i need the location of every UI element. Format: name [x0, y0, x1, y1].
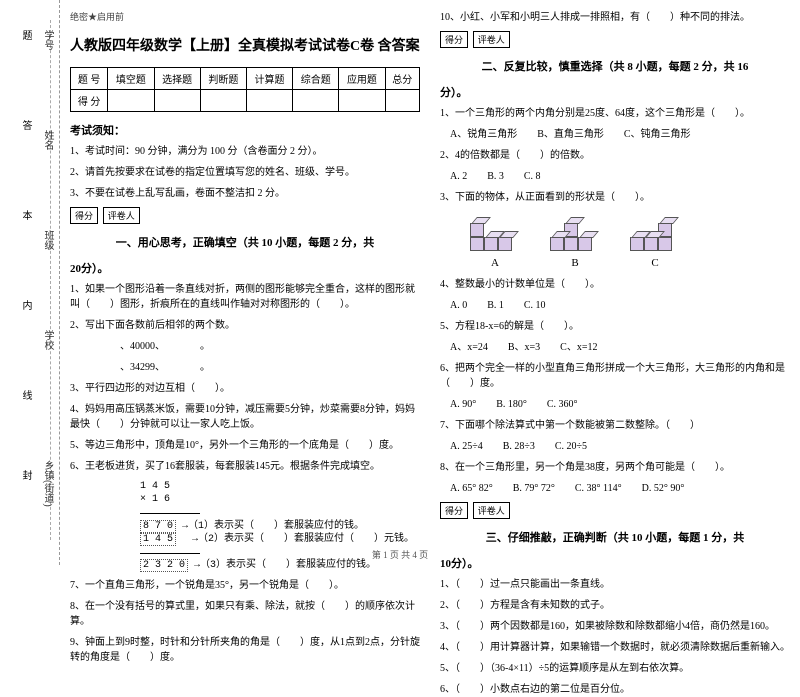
paper-title: 人教版四年级数学【上册】全真模拟考试试卷C卷 含答案 — [70, 35, 420, 55]
q1-4: 4、妈妈用高压锅蒸米饭，需要10分钟，减压需要5分钟，炒菜需要8分钟，妈妈最快（… — [70, 402, 420, 432]
mult-n2: × 1 6 — [140, 493, 420, 506]
mult-p1: 8 7 0 — [140, 520, 176, 533]
q2-4: 4、整数最小的计数单位是（ ）。 — [440, 277, 790, 292]
q2-7o: A. 25÷4 B. 28÷3 C. 20÷5 — [440, 439, 790, 454]
th-choice: 选择题 — [154, 68, 200, 90]
q1-6: 6、王老板进货，买了16套服装，每套服装145元。根据条件完成填空。 — [70, 459, 420, 474]
score-table: 题 号 填空题 选择题 判断题 计算题 综合题 应用题 总分 得 分 — [70, 67, 420, 112]
q2-8: 8、在一个三角形里，另一个角是38度，另两个角可能是（ ）。 — [440, 460, 790, 475]
q3-3: 3、（ ）两个因数都是160，如果被除数和除数都缩小4倍，商仍然是160。 — [440, 619, 790, 634]
q2-3: 3、下面的物体，从正面看到的形状是（ ）。 — [440, 190, 790, 205]
label-C: C — [630, 257, 680, 269]
shape-A: A — [470, 217, 520, 269]
q3-6: 6、（ ）小数点右边的第二位是百分位。 — [440, 682, 790, 697]
q3-4: 4、（ ）用计算器计算，如果输错一个数据时，就必须清除数据后重新输入。 — [440, 640, 790, 655]
q1-9: 9、钟面上到9时整，时针和分针所夹角的角是（ ）度，从1点到2点，分针旋转的角度… — [70, 635, 420, 665]
notice-3: 3、不要在试卷上乱写乱画，卷面不整洁扣 2 分。 — [70, 186, 420, 201]
q2-5o: A、x=24 B、x=3 C、x=12 — [440, 340, 790, 355]
side-label-school: 学校 — [40, 330, 55, 350]
section-1-pts: 20分）。 — [70, 260, 420, 276]
score-box-row-3: 得分 评卷人 — [440, 502, 790, 519]
q3-1: 1、（ ）过一点只能画出一条直线。 — [440, 577, 790, 592]
th-judge: 判断题 — [200, 68, 246, 90]
side-label-town: 乡镇(街道) — [40, 460, 55, 507]
label-B: B — [550, 257, 600, 269]
mult-p2: 1 4 5 — [140, 533, 176, 546]
mult-n1: 1 4 5 — [140, 480, 420, 493]
score-box-a: 得分 — [70, 207, 98, 224]
table-row: 得 分 — [71, 90, 420, 112]
q2-2: 2、4的倍数都是（ ）的倍数。 — [440, 148, 790, 163]
shape-C: C — [630, 217, 680, 269]
page-footer: 第 1 页 共 4 页 — [0, 548, 800, 561]
score-box-row-2: 得分 评卷人 — [440, 31, 790, 48]
q2-1o: A、锐角三角形 B、直角三角形 C、钝角三角形 — [440, 127, 790, 142]
notice-2: 2、请首先按要求在试卷的指定位置填写您的姓名、班级、学号。 — [70, 165, 420, 180]
score-box-b2: 评卷人 — [473, 31, 510, 48]
confidential-mark: 绝密★启用前 — [70, 10, 420, 23]
section-2-pts: 分）。 — [440, 84, 790, 100]
side-cut-4: 线 — [18, 390, 33, 400]
anno-2: →（2）表示买（ ）套服装应付（ ）元钱。 — [192, 534, 414, 545]
notice-title: 考试须知： — [70, 122, 420, 138]
section-2-title: 二、反复比较，慎重选择（共 8 小题，每题 2 分，共 16 — [440, 58, 790, 74]
side-label-name: 姓名 — [40, 130, 55, 150]
score-box-a2: 得分 — [440, 31, 468, 48]
th-num: 题 号 — [71, 68, 108, 90]
side-cut-5: 封 — [18, 470, 33, 480]
q2-2o: A. 2 B. 3 C. 8 — [440, 169, 790, 184]
q2-6o: A. 90° B. 180° C. 360° — [440, 397, 790, 412]
shape-options: A B — [470, 217, 790, 269]
q2-7: 7、下面哪个除法算式中第一个数能被第二数整除。（ ） — [440, 418, 790, 433]
shape-B: B — [550, 217, 600, 269]
page-content: 绝密★启用前 人教版四年级数学【上册】全真模拟考试试卷C卷 含答案 题 号 填空… — [70, 10, 790, 697]
table-row: 题 号 填空题 选择题 判断题 计算题 综合题 应用题 总分 — [71, 68, 420, 90]
side-cut-0: 题 — [18, 30, 33, 40]
side-cut-2: 本 — [18, 210, 33, 220]
left-column: 绝密★启用前 人教版四年级数学【上册】全真模拟考试试卷C卷 含答案 题 号 填空… — [70, 10, 420, 697]
binding-strip: 学号 姓名 班级 学校 乡镇(街道) 题 答 本 内 线 封 — [0, 0, 60, 565]
q2-5: 5、方程18-x=6的解是（ ）。 — [440, 319, 790, 334]
q3-2: 2、（ ）方程是含有未知数的式子。 — [440, 598, 790, 613]
q2-1: 1、一个三角形的两个内角分别是25度、64度，这个三角形是（ ）。 — [440, 106, 790, 121]
score-box-row: 得分 评卷人 — [70, 207, 420, 224]
q2-8o: A. 65° 82° B. 79° 72° C. 38° 114° D. 52°… — [440, 481, 790, 496]
score-box-b3: 评卷人 — [473, 502, 510, 519]
notice-1: 1、考试时间：90 分钟，满分为 100 分（含卷面分 2 分）。 — [70, 144, 420, 159]
th-calc: 计算题 — [246, 68, 292, 90]
q1-7: 7、一个直角三角形，一个锐角是35°，另一个锐角是（ ）。 — [70, 578, 420, 593]
q2-4o: A. 0 B. 1 C. 10 — [440, 298, 790, 313]
q1-10: 10、小红、小军和小明三人排成一排照相，有（ ）种不同的排法。 — [440, 10, 790, 25]
section-1-title: 一、用心思考，正确填空（共 10 小题，每题 2 分，共 — [70, 234, 420, 250]
q1-5: 5、等边三角形中，顶角是10°，另外一个三角形的一个底角是（ ）度。 — [70, 438, 420, 453]
side-cut-1: 答 — [18, 120, 33, 130]
side-label-class: 班级 — [40, 230, 55, 250]
th-app: 应用题 — [339, 68, 385, 90]
score-box-a3: 得分 — [440, 502, 468, 519]
score-box-b: 评卷人 — [103, 207, 140, 224]
q1-1: 1、如果一个图形沿着一条直线对折，两侧的图形能够完全重合，这样的图形就叫（ ）图… — [70, 282, 420, 312]
q1-8: 8、在一个没有括号的算式里，如果只有乘、除法，就按（ ）的顺序依次计算。 — [70, 599, 420, 629]
q1-2: 2、写出下面各数前后相邻的两个数。 — [70, 318, 420, 333]
th-comp: 综合题 — [293, 68, 339, 90]
side-cut-3: 内 — [18, 300, 33, 310]
label-A: A — [470, 257, 520, 269]
q2-6: 6、把两个完全一样的小型直角三角形拼成一个大三角形，大三角形的内角和是（ ）度。 — [440, 361, 790, 391]
anno-1: →（1）表示买（ ）套服装应付的钱。 — [182, 521, 364, 532]
th-total: 总分 — [385, 68, 419, 90]
q1-3: 3、平行四边形的对边互相（ ）。 — [70, 381, 420, 396]
row-label: 得 分 — [71, 90, 108, 112]
anno-3: →（3）表示买（ ）套服装应付的钱。 — [194, 560, 376, 571]
q3-5: 5、（ ）（36-4×11）÷5的运算顺序是从左到右依次算。 — [440, 661, 790, 676]
q1-2b: 、34299、 。 — [70, 360, 420, 375]
th-fill: 填空题 — [108, 68, 154, 90]
section-3-title: 三、仔细推敲，正确判断（共 10 小题，每题 1 分，共 — [440, 529, 790, 545]
mult-rule — [140, 513, 200, 514]
right-column: 10、小红、小军和小明三人排成一排照相，有（ ）种不同的排法。 得分 评卷人 二… — [440, 10, 790, 697]
q1-2a: 、40000、 。 — [70, 339, 420, 354]
side-label-id: 学号 — [40, 30, 55, 50]
